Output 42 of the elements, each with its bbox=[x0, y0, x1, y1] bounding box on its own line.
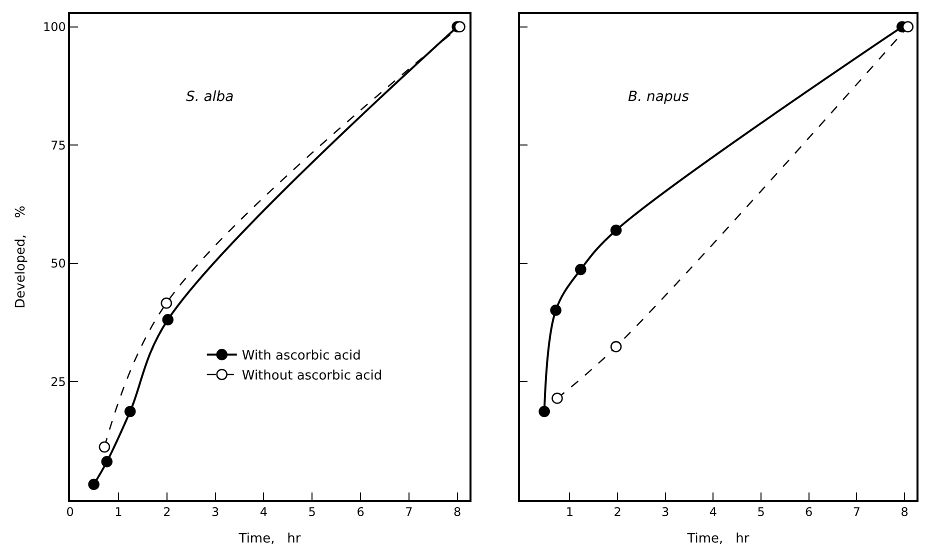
point bbox=[88, 478, 100, 490]
x-tick-label: 4 bbox=[260, 505, 268, 520]
point bbox=[538, 406, 550, 418]
point bbox=[98, 441, 110, 453]
y-tick-label: 25 bbox=[50, 374, 66, 389]
x-tick-label: 0 bbox=[66, 505, 74, 520]
x-tick-label: 8 bbox=[900, 505, 908, 520]
point bbox=[160, 297, 172, 309]
point bbox=[454, 21, 466, 32]
text: B. napus bbox=[628, 89, 690, 105]
x-tick-label: 5 bbox=[308, 505, 316, 520]
point bbox=[550, 304, 562, 316]
x-tick-label: 7 bbox=[405, 505, 413, 520]
x-tick-label: 1 bbox=[566, 505, 574, 520]
x-tick-label: 1 bbox=[114, 505, 122, 520]
x-tick-label: 5 bbox=[757, 505, 765, 520]
point bbox=[101, 456, 113, 468]
point bbox=[902, 21, 914, 32]
x-tick-label: 3 bbox=[662, 505, 670, 520]
point bbox=[610, 341, 622, 352]
x-tick-label: 3 bbox=[211, 505, 220, 520]
x-tick-label: 6 bbox=[805, 505, 813, 520]
x-tick-label: 7 bbox=[852, 505, 861, 520]
point bbox=[610, 224, 622, 236]
x-tick-label: 8 bbox=[454, 505, 462, 520]
x-tick-label: 2 bbox=[163, 505, 171, 520]
y-axis-title: Developed, % bbox=[13, 206, 28, 308]
point bbox=[575, 264, 586, 276]
y-tick-label: 100 bbox=[43, 20, 66, 34]
y-tick-label: 75 bbox=[50, 138, 66, 152]
x-tick-label: 2 bbox=[614, 505, 622, 520]
text: S. alba bbox=[186, 89, 234, 105]
legend-label: Without ascorbic acid bbox=[242, 368, 382, 384]
x-axis-title: Time, hr bbox=[238, 531, 302, 546]
legend-label: With ascorbic acid bbox=[242, 348, 361, 364]
point bbox=[162, 314, 174, 326]
x-tick-label: 6 bbox=[356, 505, 364, 520]
x-tick-label: 4 bbox=[709, 505, 718, 520]
point bbox=[124, 406, 136, 418]
point bbox=[552, 392, 563, 404]
y-tick-label: 50 bbox=[50, 256, 66, 271]
x-axis-title: Time, hr bbox=[686, 531, 750, 546]
